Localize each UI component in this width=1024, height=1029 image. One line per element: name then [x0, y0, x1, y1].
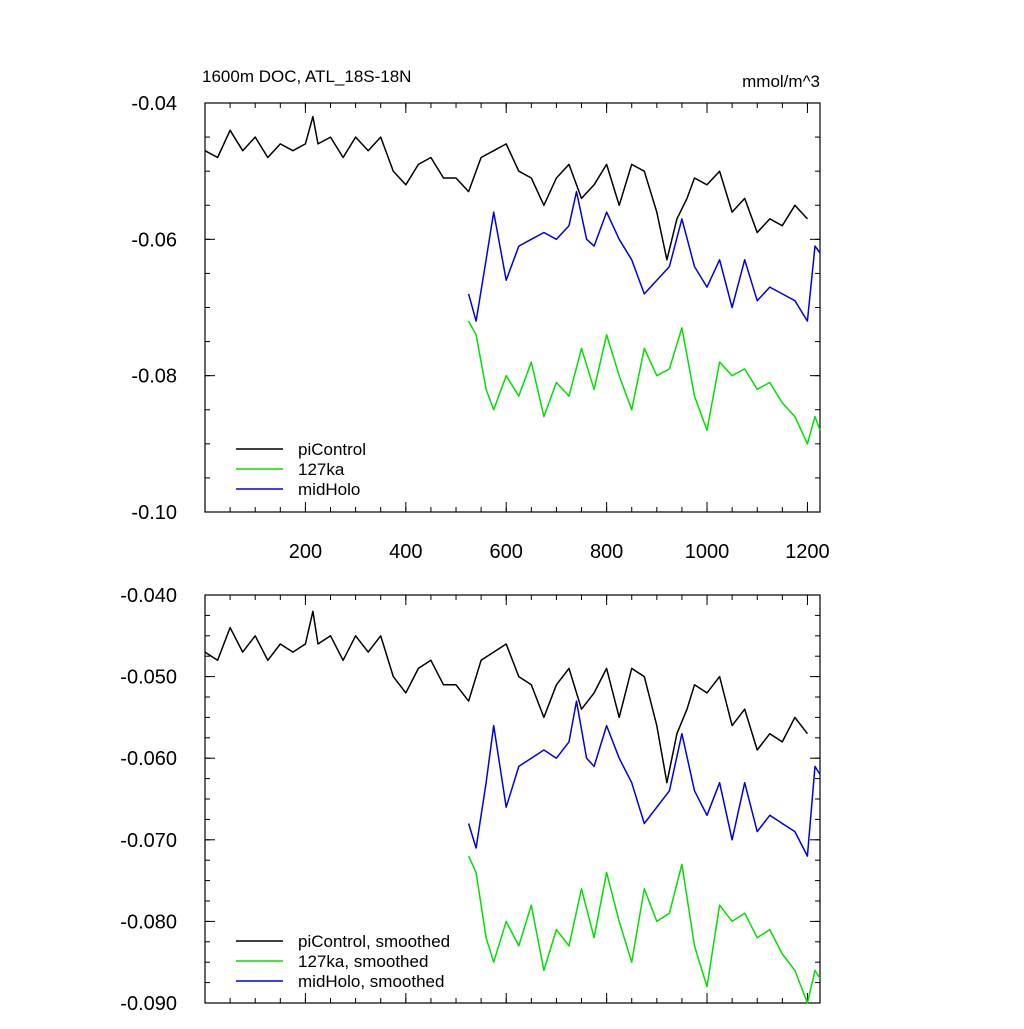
y-tick-label: -0.090 [120, 993, 177, 1015]
y-tick-label: -0.040 [120, 585, 177, 607]
legend-label: piControl [298, 440, 366, 459]
x-tick-label: 600 [490, 541, 523, 563]
y-tick-label: -0.060 [120, 748, 177, 770]
series-line-picontrol-smoothed [204, 610, 808, 784]
x-tick-label: 400 [389, 541, 422, 563]
legend-label: 127ka, smoothed [298, 952, 428, 971]
y-tick-label: -0.070 [120, 830, 177, 852]
bottom-panel: -0.090 -0.080 -0.070 -0.060 -0.050 -0.040 piCo… [120, 585, 821, 1015]
series-line-midholo-smoothed [467, 700, 821, 857]
y-tick-label: -0.06 [131, 229, 177, 251]
series-line-midholo [467, 190, 821, 322]
y-tick-label: -0.04 [131, 93, 177, 115]
y-tick-label: -0.10 [131, 502, 177, 524]
y-tick-label: -0.050 [120, 667, 177, 689]
chart-title: 1600m DOC, ATL_18S-18N [202, 67, 411, 86]
y-tick-label: -0.080 [120, 911, 177, 933]
x-tick-label: 1200 [785, 541, 830, 563]
y-tick-label: -0.08 [131, 366, 177, 388]
series-line-127ka [467, 320, 821, 445]
x-tick-label: 800 [590, 541, 623, 563]
legend-label: midHolo [298, 480, 360, 499]
top-panel: 200 400 600 800 1000 1200 -0.10 -0.08 -0.06 -0.04… [131, 93, 829, 563]
series-line-picontrol [204, 115, 808, 261]
units-label: mmol/m^3 [742, 72, 820, 91]
x-tick-label: 200 [289, 541, 322, 563]
x-tick-label: 1000 [685, 541, 730, 563]
legend-label: 127ka [298, 460, 345, 479]
series-line-127ka-smoothed [467, 855, 821, 1004]
legend-label: midHolo, smoothed [298, 972, 444, 991]
legend-label: piControl, smoothed [298, 932, 450, 951]
